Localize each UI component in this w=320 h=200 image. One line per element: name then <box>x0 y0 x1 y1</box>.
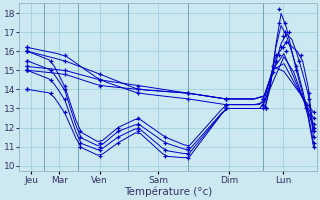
X-axis label: Température (°c): Température (°c) <box>124 186 212 197</box>
